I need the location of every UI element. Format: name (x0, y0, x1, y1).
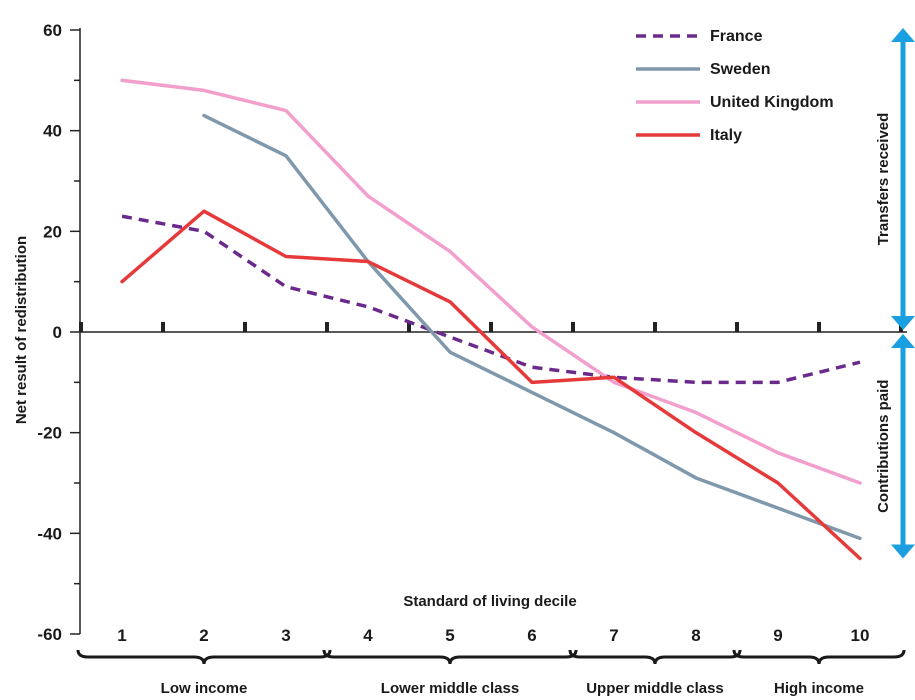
transfers-arrow-head-top (891, 28, 915, 42)
group-label: Lower middle class (381, 680, 519, 697)
series-lines (120, 78, 862, 561)
y-axis-title: Net result of redistribution (13, 236, 30, 424)
x-axis-title: Standard of living decile (403, 593, 576, 610)
x-tick-label: 1 (117, 626, 126, 645)
y-tick-label: 20 (43, 222, 62, 241)
y-tick-label: -20 (37, 424, 62, 443)
y-tick-label: 0 (53, 323, 62, 342)
axes: 60 40 20 0 -20 -40 -60 1 2 3 4 5 6 7 8 9 10 (37, 21, 907, 645)
group-brace (76, 649, 332, 665)
x-tick-label: 8 (691, 626, 700, 645)
series-line-italy (120, 209, 862, 561)
group-brace (568, 649, 742, 665)
series-line-sweden (202, 113, 862, 541)
legend-label: Sweden (710, 61, 770, 78)
legend-label: France (710, 28, 763, 45)
group-label: Low income (161, 680, 248, 697)
y-tick-label: 60 (43, 21, 62, 40)
contributions-paid-label: Contributions paid (875, 380, 892, 513)
contributions-arrow-head-top (891, 334, 915, 348)
group-label: High income (774, 680, 864, 697)
income-groups: Low income Lower middle class Upper middle… (76, 649, 906, 697)
transfers-arrow-head-bottom (891, 316, 915, 330)
series-line-france (121, 214, 861, 385)
group-brace (322, 649, 578, 665)
x-tick-label: 10 (851, 626, 870, 645)
legend: France Sweden United Kingdom Italy (636, 28, 834, 144)
side-annotations: Transfers received Contributions paid (875, 28, 915, 559)
legend-label: United Kingdom (710, 94, 834, 111)
transfers-received-label: Transfers received (875, 113, 892, 246)
y-tick-label: -60 (37, 625, 62, 644)
x-tick-label: 9 (773, 626, 782, 645)
contributions-arrow-head-bottom (891, 544, 915, 559)
y-tick-label: 40 (43, 122, 62, 141)
series-line-united-kingdom (120, 78, 862, 485)
y-tick-label: -40 (37, 524, 62, 543)
group-label: Upper middle class (586, 680, 724, 697)
legend-label: Italy (710, 127, 742, 144)
x-tick-label: 3 (281, 626, 290, 645)
x-tick-label: 2 (199, 626, 208, 645)
group-brace (732, 649, 906, 665)
x-tick-label: 7 (609, 626, 618, 645)
x-tick-label: 4 (363, 626, 373, 645)
x-tick-label: 6 (527, 626, 536, 645)
x-tick-label: 5 (445, 626, 454, 645)
